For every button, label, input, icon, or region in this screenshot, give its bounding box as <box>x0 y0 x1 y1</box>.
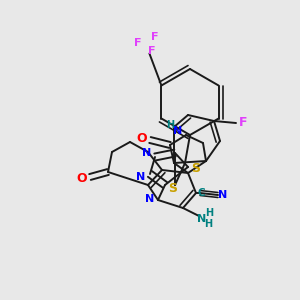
Text: N: N <box>197 214 207 224</box>
Text: O: O <box>77 172 87 185</box>
Text: H: H <box>166 120 174 130</box>
Text: H: H <box>205 208 213 218</box>
Text: F: F <box>134 38 141 49</box>
Text: N: N <box>136 172 146 182</box>
Text: N: N <box>142 148 152 158</box>
Text: F: F <box>148 46 155 56</box>
Text: S: S <box>191 163 200 176</box>
Text: N: N <box>173 126 183 136</box>
Text: H: H <box>204 219 212 229</box>
Text: N: N <box>146 194 154 204</box>
Text: S: S <box>169 182 178 194</box>
Text: F: F <box>151 32 158 43</box>
Text: N: N <box>218 190 228 200</box>
Text: F: F <box>239 116 247 130</box>
Text: C: C <box>197 188 205 198</box>
Text: O: O <box>137 131 147 145</box>
